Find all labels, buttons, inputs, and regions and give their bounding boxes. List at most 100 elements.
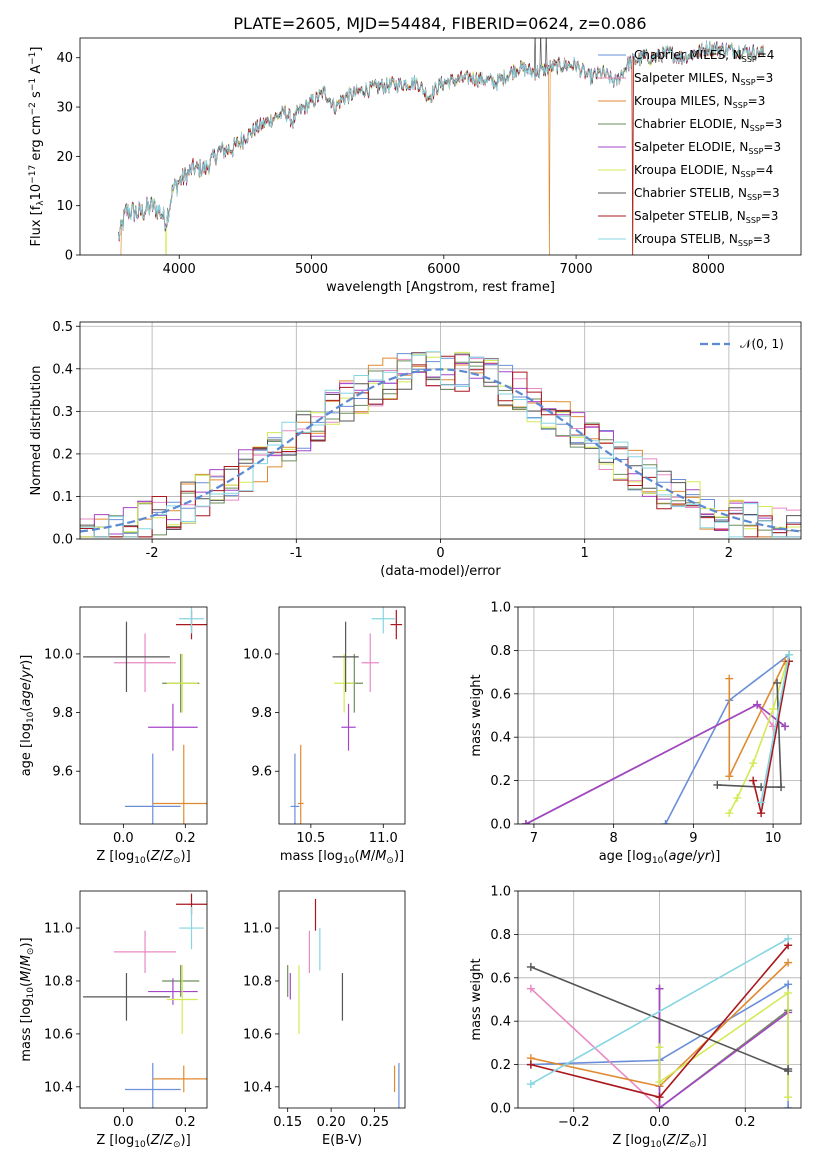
- weight-marker: [655, 1093, 664, 1102]
- y-tick-label: 10.8: [243, 974, 272, 989]
- axes-frame: [79, 321, 802, 540]
- y-tick-label: 0.0: [52, 533, 73, 548]
- weight-marker: [769, 704, 778, 713]
- legend-entry: Chabrier MILES, NSSP=4: [634, 48, 774, 64]
- y-tick-label: 30: [56, 101, 73, 116]
- errorbar-point: [83, 621, 170, 693]
- weight-marker: [757, 798, 766, 807]
- weight-marker: [733, 793, 742, 802]
- weight-marker: [655, 1043, 664, 1052]
- plot-area-mass_vs_Z: [83, 893, 207, 1108]
- y-tick-label: 10.0: [44, 647, 73, 662]
- axes-spectrum: 4000 5000 6000 7000 8000 0 10 20 30 40 wavelength …: [28, 37, 802, 295]
- errorbar-point: [341, 703, 356, 751]
- weight-marker: [725, 674, 734, 683]
- x-tick-label: 0.2: [735, 1115, 756, 1130]
- weight-marker: [784, 1093, 793, 1102]
- y-tick-label: 0.0: [490, 1102, 511, 1117]
- errorbar-point: [124, 753, 181, 824]
- weight-marker: [784, 934, 793, 943]
- weight-marker: [785, 650, 794, 659]
- axes-frame: [79, 890, 208, 1109]
- legend-entry: Chabrier STELIB, NSSP=3: [634, 186, 780, 202]
- x-tick-label: 10.5: [296, 831, 325, 846]
- weight-line-kroupa-stelib: [760, 654, 790, 803]
- weight_vs_age-x-label: age [log10(age/yr)]: [599, 849, 721, 866]
- plot-area-spectrum: [118, 38, 765, 255]
- y-tick-label: 0.8: [490, 644, 511, 659]
- errorbar-point: [361, 633, 379, 693]
- x-tick-label: 0.2: [175, 831, 196, 846]
- y-tick-label: 1.0: [490, 601, 511, 616]
- errorbar-point: [297, 744, 304, 824]
- y-tick-label: 9.8: [52, 706, 73, 721]
- axes-frame: [517, 606, 802, 825]
- x-tick-label: 2: [725, 546, 733, 561]
- x-tick-label: 5000: [295, 262, 328, 277]
- errorbar-point: [114, 930, 177, 974]
- weight-marker: [777, 783, 786, 792]
- y-tick-label: 40: [56, 51, 73, 66]
- errorbar-point: [290, 753, 300, 824]
- errorbar-point: [371, 607, 395, 634]
- y-tick-label: 0.2: [490, 774, 511, 789]
- y-tick-label: 10.6: [243, 1027, 272, 1042]
- x-tick-label: 1: [581, 546, 589, 561]
- axes-frame: [79, 606, 208, 825]
- y-tick-label: 0.8: [490, 928, 511, 943]
- y-tick-label: 10.0: [243, 647, 272, 662]
- plot-area-weight_vs_age: [521, 650, 794, 824]
- weight-marker: [725, 809, 734, 818]
- x-tick-label: 4000: [163, 262, 196, 277]
- weight-marker: [521, 820, 530, 824]
- weight-marker: [773, 678, 782, 687]
- age_vs_mass-x-label: mass [log10(M/M⊙)]: [280, 849, 404, 866]
- mass_vs_Z-y-label: mass [log10(M/M⊙)]: [19, 937, 36, 1061]
- weight-marker: [784, 958, 793, 967]
- axes-weight_vs_age: 7 8 9 10 0.0 0.2 0.4 0.6 0.8 1.0 age [log10(age/yr…: [469, 601, 802, 866]
- weight-marker: [749, 776, 758, 785]
- errorbar-point: [148, 978, 198, 1005]
- weight_vs_Z-x-label: Z [log10(Z/Z⊙)]: [612, 1133, 706, 1150]
- age_vs_Z-y-label: age [log10(age/yr)]: [19, 655, 36, 777]
- weight-marker: [655, 1104, 664, 1108]
- x-tick-label: 9: [689, 831, 697, 846]
- weight-marker: [753, 700, 762, 709]
- weight-line-kroupa-stelib: [530, 938, 789, 1085]
- mass_vs_Z-x-label: Z [log10(Z/Z⊙)]: [96, 1133, 190, 1150]
- legend-entry: Salpeter MILES, NSSP=3: [634, 71, 773, 87]
- errorbar-point: [152, 1065, 207, 1093]
- weight-marker: [784, 980, 793, 989]
- x-tick-label: 8000: [692, 262, 725, 277]
- y-tick-label: 10.4: [44, 1080, 73, 1095]
- legend-entry: Kroupa ELODIE, NSSP=4: [634, 163, 773, 179]
- y-tick-label: 0.4: [52, 362, 73, 377]
- y-tick-label: 11.0: [243, 922, 272, 937]
- y-tick-label: 0.2: [52, 447, 73, 462]
- axes-mass_vs_Z: 0.0 0.2 10.4 10.6 10.8 11.0 Z [log10(Z/Z⊙)] mas…: [19, 890, 208, 1150]
- x-tick-label: -1: [290, 546, 303, 561]
- weight-marker: [526, 962, 535, 971]
- figure-title: PLATE=2605, MJD=54484, FIBERID=0624, z=0…: [233, 14, 646, 33]
- y-tick-label: 0: [65, 249, 73, 264]
- errorbar-point: [83, 973, 170, 1021]
- y-tick-label: 0.6: [490, 687, 511, 702]
- errorbar-point: [114, 633, 177, 693]
- plot-area-age_vs_Z: [83, 607, 207, 824]
- spectrum-line-kroupa-stelib: [118, 40, 765, 240]
- errorbar-point: [179, 607, 204, 634]
- legend-entry: Salpeter STELIB, NSSP=3: [634, 209, 778, 225]
- y-tick-label: 9.6: [52, 765, 73, 780]
- legend-entry: Kroupa STELIB, NSSP=3: [634, 232, 771, 248]
- y-tick-label: 9.8: [251, 706, 272, 721]
- errorbar-point: [148, 703, 198, 751]
- residuals-y-label: Normed distribution: [29, 366, 44, 496]
- plot-area-residuals: [80, 351, 801, 539]
- axes-frame: [517, 890, 802, 1109]
- x-tick-label: 0.25: [360, 1115, 389, 1130]
- weight-marker: [725, 772, 734, 781]
- y-tick-label: 10.8: [44, 974, 73, 989]
- weight_vs_Z-y-label: mass weight: [469, 958, 484, 1040]
- weight-line-salpeter-elodie: [658, 988, 789, 1108]
